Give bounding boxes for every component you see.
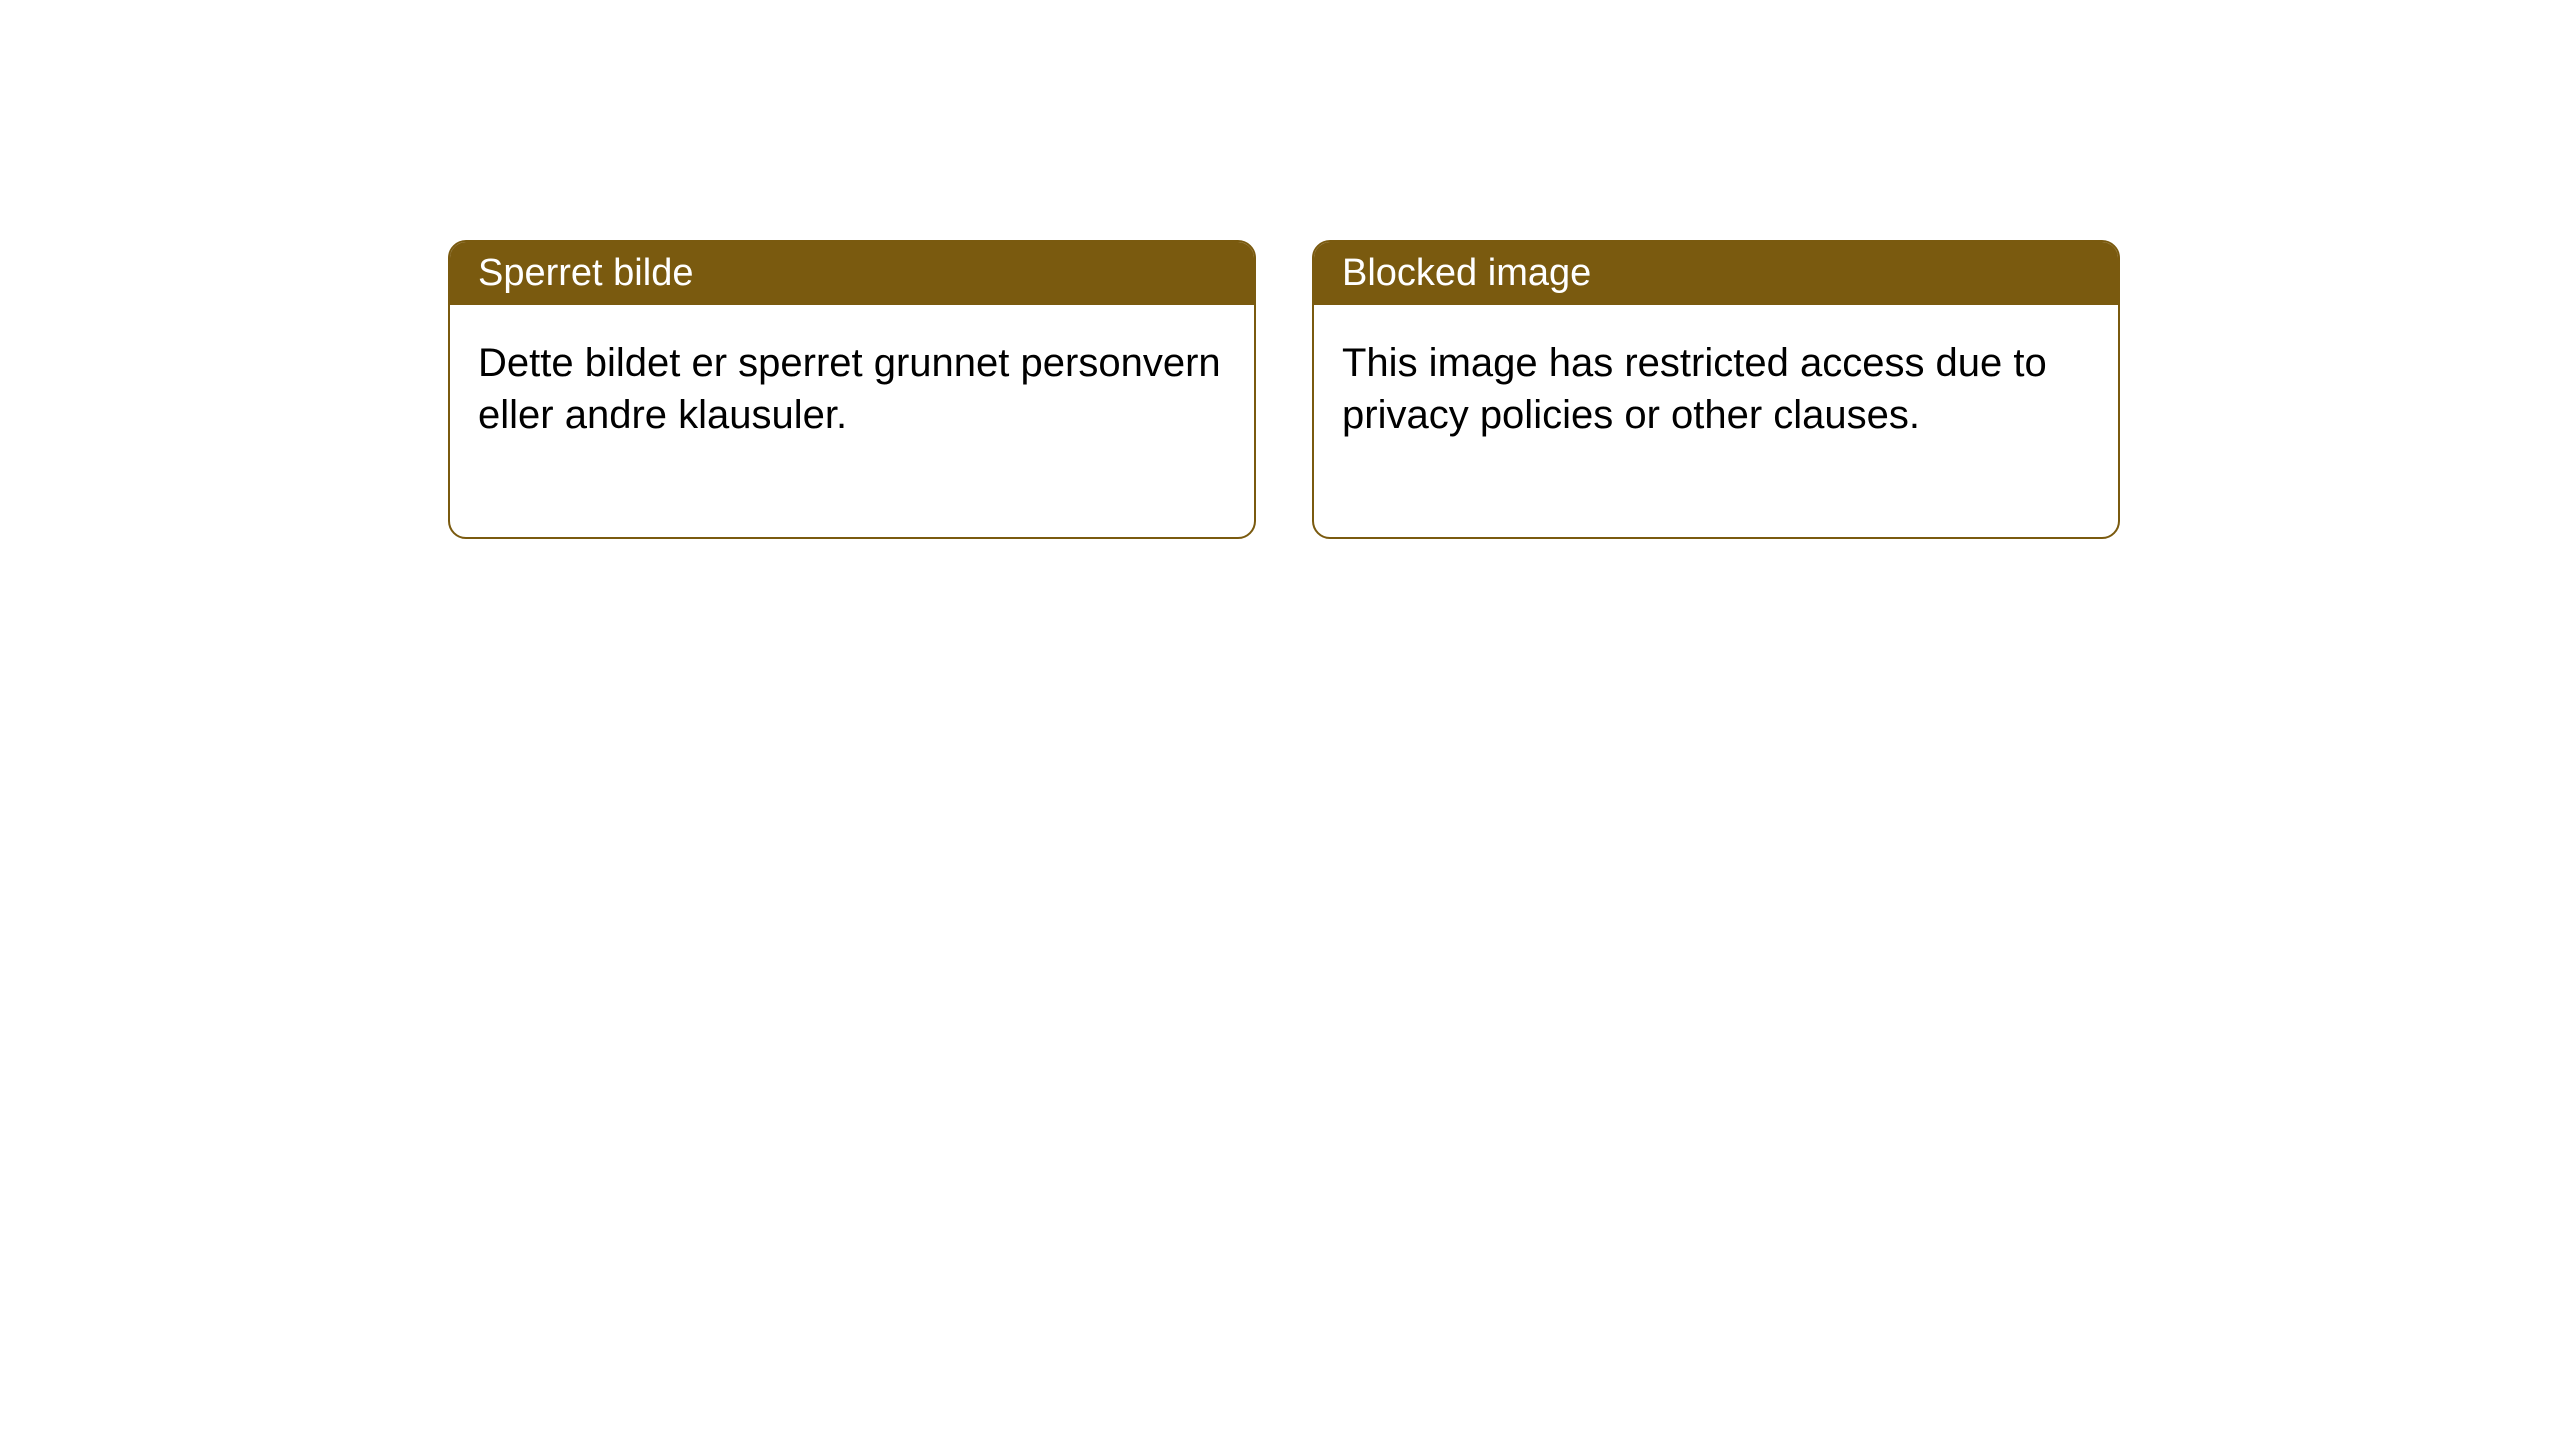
notice-container: Sperret bilde Dette bildet er sperret gr… <box>0 0 2560 539</box>
notice-body-text: Dette bildet er sperret grunnet personve… <box>478 341 1221 437</box>
notice-body: This image has restricted access due to … <box>1314 305 2118 537</box>
notice-header: Blocked image <box>1314 242 2118 305</box>
notice-header-text: Sperret bilde <box>478 252 693 294</box>
notice-header-text: Blocked image <box>1342 252 1591 294</box>
notice-body-text: This image has restricted access due to … <box>1342 341 2047 437</box>
notice-card-english: Blocked image This image has restricted … <box>1312 240 2120 539</box>
notice-body: Dette bildet er sperret grunnet personve… <box>450 305 1254 537</box>
notice-card-norwegian: Sperret bilde Dette bildet er sperret gr… <box>448 240 1256 539</box>
notice-header: Sperret bilde <box>450 242 1254 305</box>
